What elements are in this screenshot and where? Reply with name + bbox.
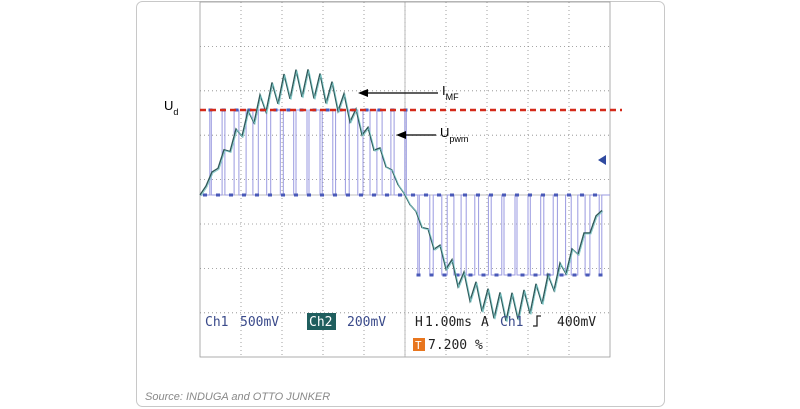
- pwm-dot: [442, 273, 447, 277]
- pwm-dot: [502, 193, 506, 197]
- imf-arrowhead: [358, 89, 368, 97]
- upwm-sub: pwm: [449, 134, 468, 144]
- pwm-dot: [450, 193, 454, 197]
- pwm-dot: [364, 108, 369, 112]
- pwm-dot: [346, 193, 350, 197]
- pwm-dot: [463, 193, 467, 197]
- pwm-dot: [489, 193, 493, 197]
- trigger-mark: A: [481, 315, 489, 330]
- pwm-dot: [333, 193, 337, 197]
- ud-sub: d: [173, 107, 178, 117]
- pwm-dot: [281, 193, 285, 197]
- ch2-scale: 200mV: [347, 315, 386, 330]
- pwm-dot: [294, 193, 298, 197]
- pwm-dot: [268, 193, 272, 197]
- pwm-dot: [377, 108, 382, 112]
- pwm-dot: [554, 193, 558, 197]
- pwm-dot: [247, 108, 252, 112]
- t-box: [413, 338, 425, 351]
- imf-sub: MF: [446, 92, 459, 102]
- pwm-dot: [559, 273, 564, 277]
- pwm-dot: [216, 193, 220, 197]
- pwm-dot: [494, 273, 499, 277]
- ud-main: U: [164, 98, 173, 113]
- pwm-dot: [242, 193, 246, 197]
- trigger-channel: Ch1: [500, 315, 523, 330]
- pwm-dot: [468, 273, 473, 277]
- pwm-dot: [325, 108, 330, 112]
- pwm-dot: [320, 193, 324, 197]
- pwm-dot: [234, 108, 239, 112]
- current-trace-halo: [200, 70, 604, 323]
- trigger-level: 400mV: [557, 315, 596, 330]
- ud-label: Ud: [164, 98, 178, 117]
- pwm-dot: [567, 193, 571, 197]
- pwm-dot: [437, 193, 441, 197]
- pwm-dot: [455, 273, 460, 277]
- upwm-arrowhead: [396, 131, 406, 139]
- pwm-dot: [528, 193, 532, 197]
- ch-marker: [598, 155, 606, 165]
- pwm-dot: [372, 193, 376, 197]
- pwm-dot: [533, 273, 538, 277]
- pwm-dot: [385, 193, 389, 197]
- pwm-dot: [429, 273, 434, 277]
- ch1-scale: 500mV: [240, 315, 279, 330]
- imf-label: IMF: [442, 83, 459, 102]
- pwm-dot: [507, 273, 512, 277]
- pwm-dot: [593, 193, 597, 197]
- pwm-dot: [286, 108, 291, 112]
- ch2: Ch2: [309, 315, 332, 330]
- ch1: Ch1: [205, 315, 228, 330]
- pwm-dot: [424, 193, 428, 197]
- upwm-label: Upwm: [440, 125, 468, 144]
- timebase: 1.00ms: [425, 315, 472, 330]
- pwm-dot: [585, 273, 590, 277]
- trigger-position: 7.200 %: [428, 338, 483, 353]
- pwm-dot: [359, 193, 363, 197]
- pwm-dot: [481, 273, 486, 277]
- t-mark: T: [415, 339, 422, 352]
- pwm-dot: [476, 193, 480, 197]
- pwm-dot: [541, 193, 545, 197]
- imf-main: I: [442, 83, 446, 98]
- trigger-slope: [533, 315, 541, 327]
- pwm-dot: [229, 193, 233, 197]
- pwm-dot: [255, 193, 259, 197]
- pwm-dot: [411, 193, 415, 197]
- pwm-dot: [203, 193, 207, 197]
- pwm-dot: [515, 193, 519, 197]
- pwm-dot: [580, 193, 584, 197]
- pwm-dot: [307, 193, 311, 197]
- upwm-main: U: [440, 125, 449, 140]
- ch2-box: [307, 313, 336, 330]
- pwm-dot: [416, 273, 421, 277]
- pwm-dot: [598, 273, 603, 277]
- horizontal: H: [415, 315, 423, 330]
- pwm-dot: [398, 193, 402, 197]
- pwm-dot: [572, 273, 577, 277]
- source: Source: INDUGA and OTTO JUNKER: [145, 391, 330, 403]
- pwm-dot: [520, 273, 525, 277]
